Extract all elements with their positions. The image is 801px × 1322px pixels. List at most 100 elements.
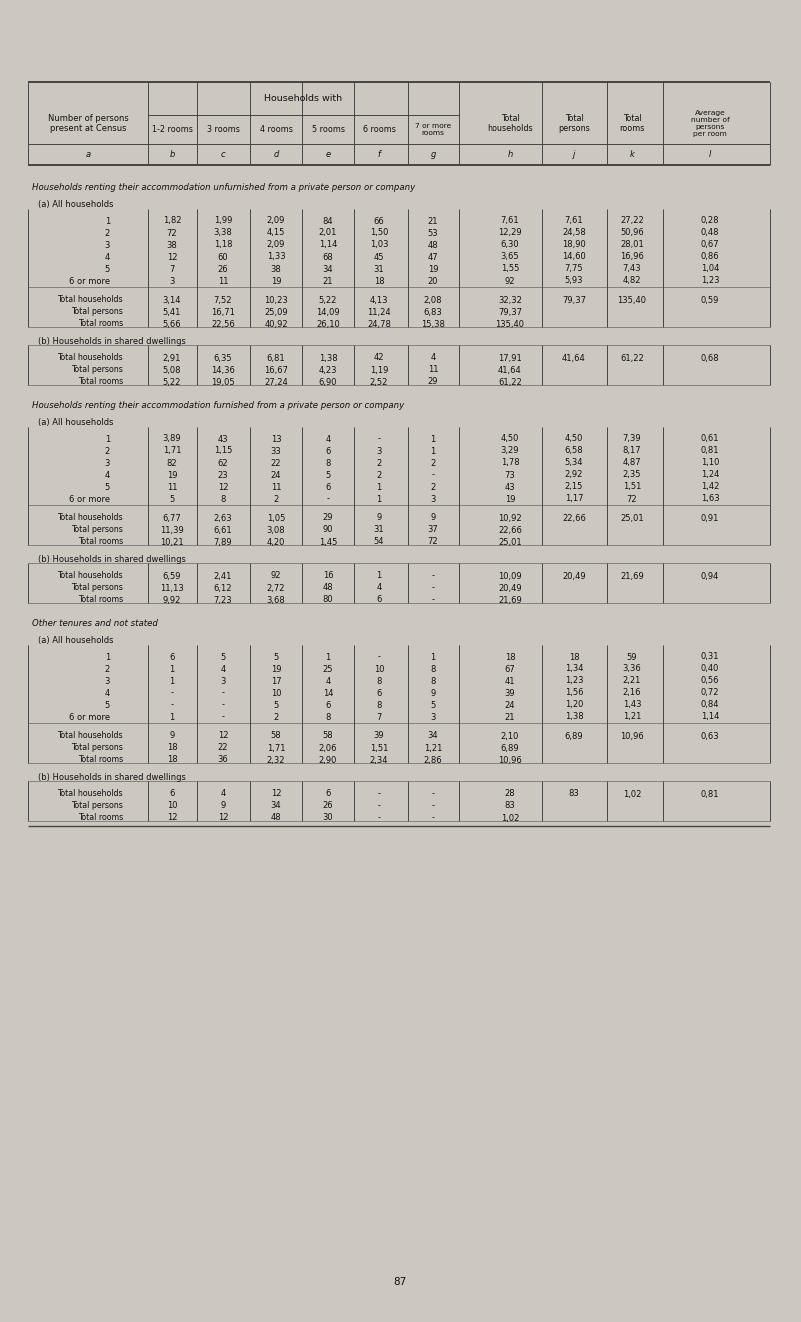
Text: 1: 1 xyxy=(376,571,381,580)
Text: 21,69: 21,69 xyxy=(498,595,522,604)
Text: 4: 4 xyxy=(105,253,110,262)
Text: 6,12: 6,12 xyxy=(214,583,232,592)
Text: 37: 37 xyxy=(428,526,438,534)
Text: 1,02: 1,02 xyxy=(501,813,519,822)
Text: 6,59: 6,59 xyxy=(163,571,181,580)
Text: 3,38: 3,38 xyxy=(214,229,232,238)
Text: 4: 4 xyxy=(325,435,331,443)
Text: 1: 1 xyxy=(105,217,110,226)
Text: Total
rooms: Total rooms xyxy=(619,114,645,134)
Text: 1,82: 1,82 xyxy=(163,217,181,226)
Text: 25,09: 25,09 xyxy=(264,308,288,316)
Text: 18: 18 xyxy=(167,755,177,764)
Text: 10: 10 xyxy=(374,665,384,673)
Text: 7,43: 7,43 xyxy=(622,264,642,274)
Text: 2: 2 xyxy=(273,713,279,722)
Text: 60: 60 xyxy=(218,253,228,262)
Text: 1: 1 xyxy=(430,435,436,443)
Text: 68: 68 xyxy=(323,253,333,262)
Text: 11,24: 11,24 xyxy=(367,308,391,316)
Text: 1,38: 1,38 xyxy=(319,353,337,362)
Text: 1,55: 1,55 xyxy=(501,264,519,274)
Text: 61,22: 61,22 xyxy=(498,378,522,386)
Text: 6,58: 6,58 xyxy=(565,447,583,456)
Text: 5: 5 xyxy=(430,701,436,710)
Text: 6,35: 6,35 xyxy=(214,353,232,362)
Text: 1,24: 1,24 xyxy=(701,471,719,480)
Text: 4: 4 xyxy=(105,689,110,698)
Text: 8,17: 8,17 xyxy=(622,447,642,456)
Text: 5,66: 5,66 xyxy=(163,320,181,328)
Text: 17,91: 17,91 xyxy=(498,353,522,362)
Text: 0,81: 0,81 xyxy=(701,789,719,798)
Text: 9: 9 xyxy=(169,731,175,740)
Text: 12: 12 xyxy=(271,789,281,798)
Text: 6,90: 6,90 xyxy=(319,378,337,386)
Text: b: b xyxy=(169,149,175,159)
Text: 9: 9 xyxy=(220,801,226,810)
Text: 23: 23 xyxy=(218,471,228,480)
Text: 2,16: 2,16 xyxy=(622,689,642,698)
Text: Total households: Total households xyxy=(58,731,123,740)
Text: 72: 72 xyxy=(626,494,638,504)
Text: 1,33: 1,33 xyxy=(267,253,285,262)
Text: 12: 12 xyxy=(218,813,228,822)
Text: 32,32: 32,32 xyxy=(498,296,522,304)
Text: 6,89: 6,89 xyxy=(565,731,583,740)
Text: 0,63: 0,63 xyxy=(701,731,719,740)
Text: 22,66: 22,66 xyxy=(498,526,522,534)
Text: 10,96: 10,96 xyxy=(498,755,522,764)
Text: 26: 26 xyxy=(323,801,333,810)
Text: 20: 20 xyxy=(428,276,438,286)
Text: 3: 3 xyxy=(105,459,110,468)
Text: 1,02: 1,02 xyxy=(623,789,641,798)
Text: 42: 42 xyxy=(374,353,384,362)
Text: -: - xyxy=(432,801,434,810)
Text: 41: 41 xyxy=(505,677,515,686)
Text: 25: 25 xyxy=(323,665,333,673)
Text: 3: 3 xyxy=(430,494,436,504)
Text: 6: 6 xyxy=(325,701,331,710)
Text: 21: 21 xyxy=(428,217,438,226)
Text: 19,05: 19,05 xyxy=(211,378,235,386)
Text: -: - xyxy=(377,789,380,798)
Text: -: - xyxy=(377,435,380,443)
Text: Total households: Total households xyxy=(58,571,123,580)
Text: 4,13: 4,13 xyxy=(370,296,388,304)
Text: Households with: Households with xyxy=(264,94,343,103)
Text: 19: 19 xyxy=(271,665,281,673)
Text: 11: 11 xyxy=(218,276,228,286)
Text: Total rooms: Total rooms xyxy=(78,755,123,764)
Text: 36: 36 xyxy=(218,755,228,764)
Text: 4: 4 xyxy=(376,583,381,592)
Text: 1,63: 1,63 xyxy=(701,494,719,504)
Text: 6: 6 xyxy=(325,483,331,492)
Text: (a) All households: (a) All households xyxy=(38,201,114,209)
Text: 24,78: 24,78 xyxy=(367,320,391,328)
Text: Total households: Total households xyxy=(58,353,123,362)
Text: 43: 43 xyxy=(505,483,515,492)
Text: 22,66: 22,66 xyxy=(562,513,586,522)
Text: 1,10: 1,10 xyxy=(701,459,719,468)
Text: 48: 48 xyxy=(323,583,333,592)
Text: 24: 24 xyxy=(505,701,515,710)
Text: 6,61: 6,61 xyxy=(214,526,232,534)
Text: -: - xyxy=(327,494,329,504)
Text: 1,15: 1,15 xyxy=(214,447,232,456)
Text: 0,81: 0,81 xyxy=(701,447,719,456)
Text: 1,21: 1,21 xyxy=(424,743,442,752)
Text: 1,14: 1,14 xyxy=(701,713,719,722)
Text: 1,71: 1,71 xyxy=(267,743,285,752)
Text: 16,67: 16,67 xyxy=(264,365,288,374)
Text: 2: 2 xyxy=(376,471,381,480)
Text: 2,09: 2,09 xyxy=(267,241,285,250)
Text: 1: 1 xyxy=(376,494,381,504)
Text: Total households: Total households xyxy=(58,789,123,798)
Text: 9,92: 9,92 xyxy=(163,595,181,604)
Text: 92: 92 xyxy=(271,571,281,580)
Text: 6: 6 xyxy=(169,653,175,661)
Text: 90: 90 xyxy=(323,526,333,534)
Text: 53: 53 xyxy=(428,229,438,238)
Text: 8: 8 xyxy=(325,713,331,722)
Text: 11: 11 xyxy=(271,483,281,492)
